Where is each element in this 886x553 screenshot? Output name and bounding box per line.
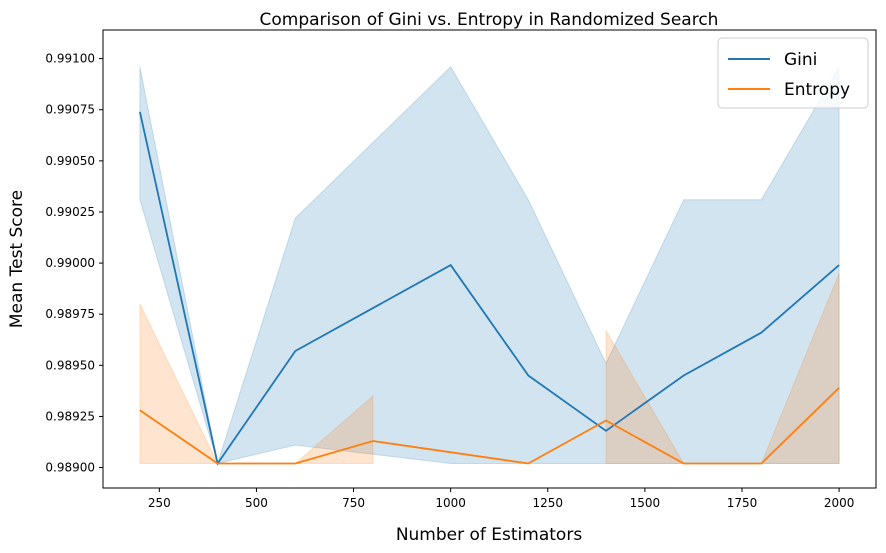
x-axis-label: Number of Estimators <box>396 525 583 545</box>
chart-title: Comparison of Gini vs. Entropy in Random… <box>260 10 719 30</box>
x-tick-label-2: 750 <box>342 496 365 510</box>
x-tick-label-7: 2000 <box>824 496 855 510</box>
y-tick-label-7: 0.99075 <box>45 103 95 117</box>
y-tick-label-4: 0.99000 <box>45 256 95 270</box>
legend-label-gini: Gini <box>784 50 817 70</box>
confidence-bands <box>139 64 840 465</box>
y-tick-label-5: 0.99025 <box>45 205 95 219</box>
y-tick-label-0: 0.98900 <box>45 461 95 475</box>
y-tick-label-8: 0.99100 <box>45 52 95 66</box>
x-axis: 250 500 750 1000 1250 1500 1750 2000 <box>148 488 855 510</box>
x-tick-label-6: 1750 <box>727 496 758 510</box>
x-tick-label-5: 1500 <box>630 496 661 510</box>
legend-label-entropy: Entropy <box>784 80 850 100</box>
x-tick-label-3: 1000 <box>435 496 466 510</box>
y-axis-label: Mean Test Score <box>7 190 27 328</box>
gini-band-0 <box>139 64 840 465</box>
x-tick-label-4: 1250 <box>532 496 563 510</box>
series-lines <box>139 111 840 466</box>
y-tick-label-1: 0.98925 <box>45 409 95 423</box>
y-tick-label-6: 0.99050 <box>45 154 95 168</box>
legend: Gini Entropy <box>717 37 869 109</box>
x-tick-label-0: 250 <box>148 496 171 510</box>
x-tick-label-1: 500 <box>245 496 268 510</box>
entropy-line <box>139 387 840 465</box>
y-tick-label-3: 0.98975 <box>45 307 95 321</box>
y-tick-label-2: 0.98950 <box>45 358 95 372</box>
legend-box <box>717 37 869 109</box>
y-axis: 0.98900 0.98925 0.98950 0.98975 0.99000 0.990… <box>45 52 103 475</box>
gini-line <box>139 111 840 466</box>
plot-frame <box>102 29 877 489</box>
